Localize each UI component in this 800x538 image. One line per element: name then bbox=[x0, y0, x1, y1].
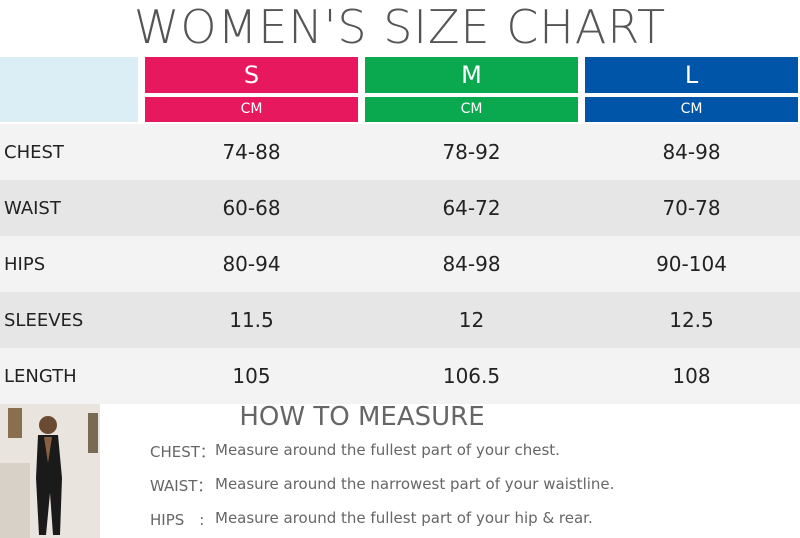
unit-header: CM bbox=[145, 97, 358, 122]
measure-text: Measure around the fullest part of your … bbox=[215, 441, 560, 459]
cell-value: 74-88 bbox=[222, 140, 281, 164]
size-header: M bbox=[365, 57, 578, 93]
cell-value: 12.5 bbox=[669, 308, 714, 332]
unit-header: CM bbox=[585, 97, 798, 122]
measure-text: Measure around the narrowest part of you… bbox=[215, 475, 615, 493]
cell-value: 60-68 bbox=[222, 196, 281, 220]
row-label: WAIST bbox=[4, 197, 61, 219]
measure-label: HIPS : bbox=[150, 511, 205, 529]
cell-value: 84-98 bbox=[662, 140, 721, 164]
cell-value: 70-78 bbox=[662, 196, 721, 220]
row-label: LENGTH bbox=[4, 365, 77, 387]
size-header: L bbox=[585, 57, 798, 93]
measure-text: Measure around the fullest part of your … bbox=[215, 509, 593, 527]
size-header: S bbox=[145, 57, 358, 93]
row-bg bbox=[0, 236, 800, 292]
row-label: CHEST bbox=[4, 141, 64, 163]
row-label: HIPS bbox=[4, 253, 46, 275]
model-photo bbox=[0, 403, 100, 538]
row-bg bbox=[0, 348, 800, 404]
cell-value: 90-104 bbox=[656, 252, 727, 276]
row-bg bbox=[0, 180, 800, 236]
row-bg bbox=[0, 292, 800, 348]
row-bg bbox=[0, 124, 800, 180]
measure-label: WAIST： bbox=[150, 477, 213, 495]
measure-label: CHEST： bbox=[150, 443, 215, 461]
cell-value: 108 bbox=[672, 364, 711, 388]
cell-value: 80-94 bbox=[222, 252, 281, 276]
unit-header: CM bbox=[365, 97, 578, 122]
cell-value: 64-72 bbox=[442, 196, 501, 220]
cell-value: 105 bbox=[232, 364, 271, 388]
title: WOMEN'S SIZE CHART bbox=[133, 0, 667, 54]
cell-value: 78-92 bbox=[442, 140, 501, 164]
corner-cell bbox=[0, 57, 138, 122]
cell-value: 12 bbox=[458, 308, 485, 332]
row-label: SLEEVES bbox=[4, 309, 84, 331]
cell-value: 106.5 bbox=[442, 364, 501, 388]
cell-value: 84-98 bbox=[442, 252, 501, 276]
cell-value: 11.5 bbox=[229, 308, 274, 332]
measure-title: HOW TO MEASURE bbox=[239, 402, 485, 432]
